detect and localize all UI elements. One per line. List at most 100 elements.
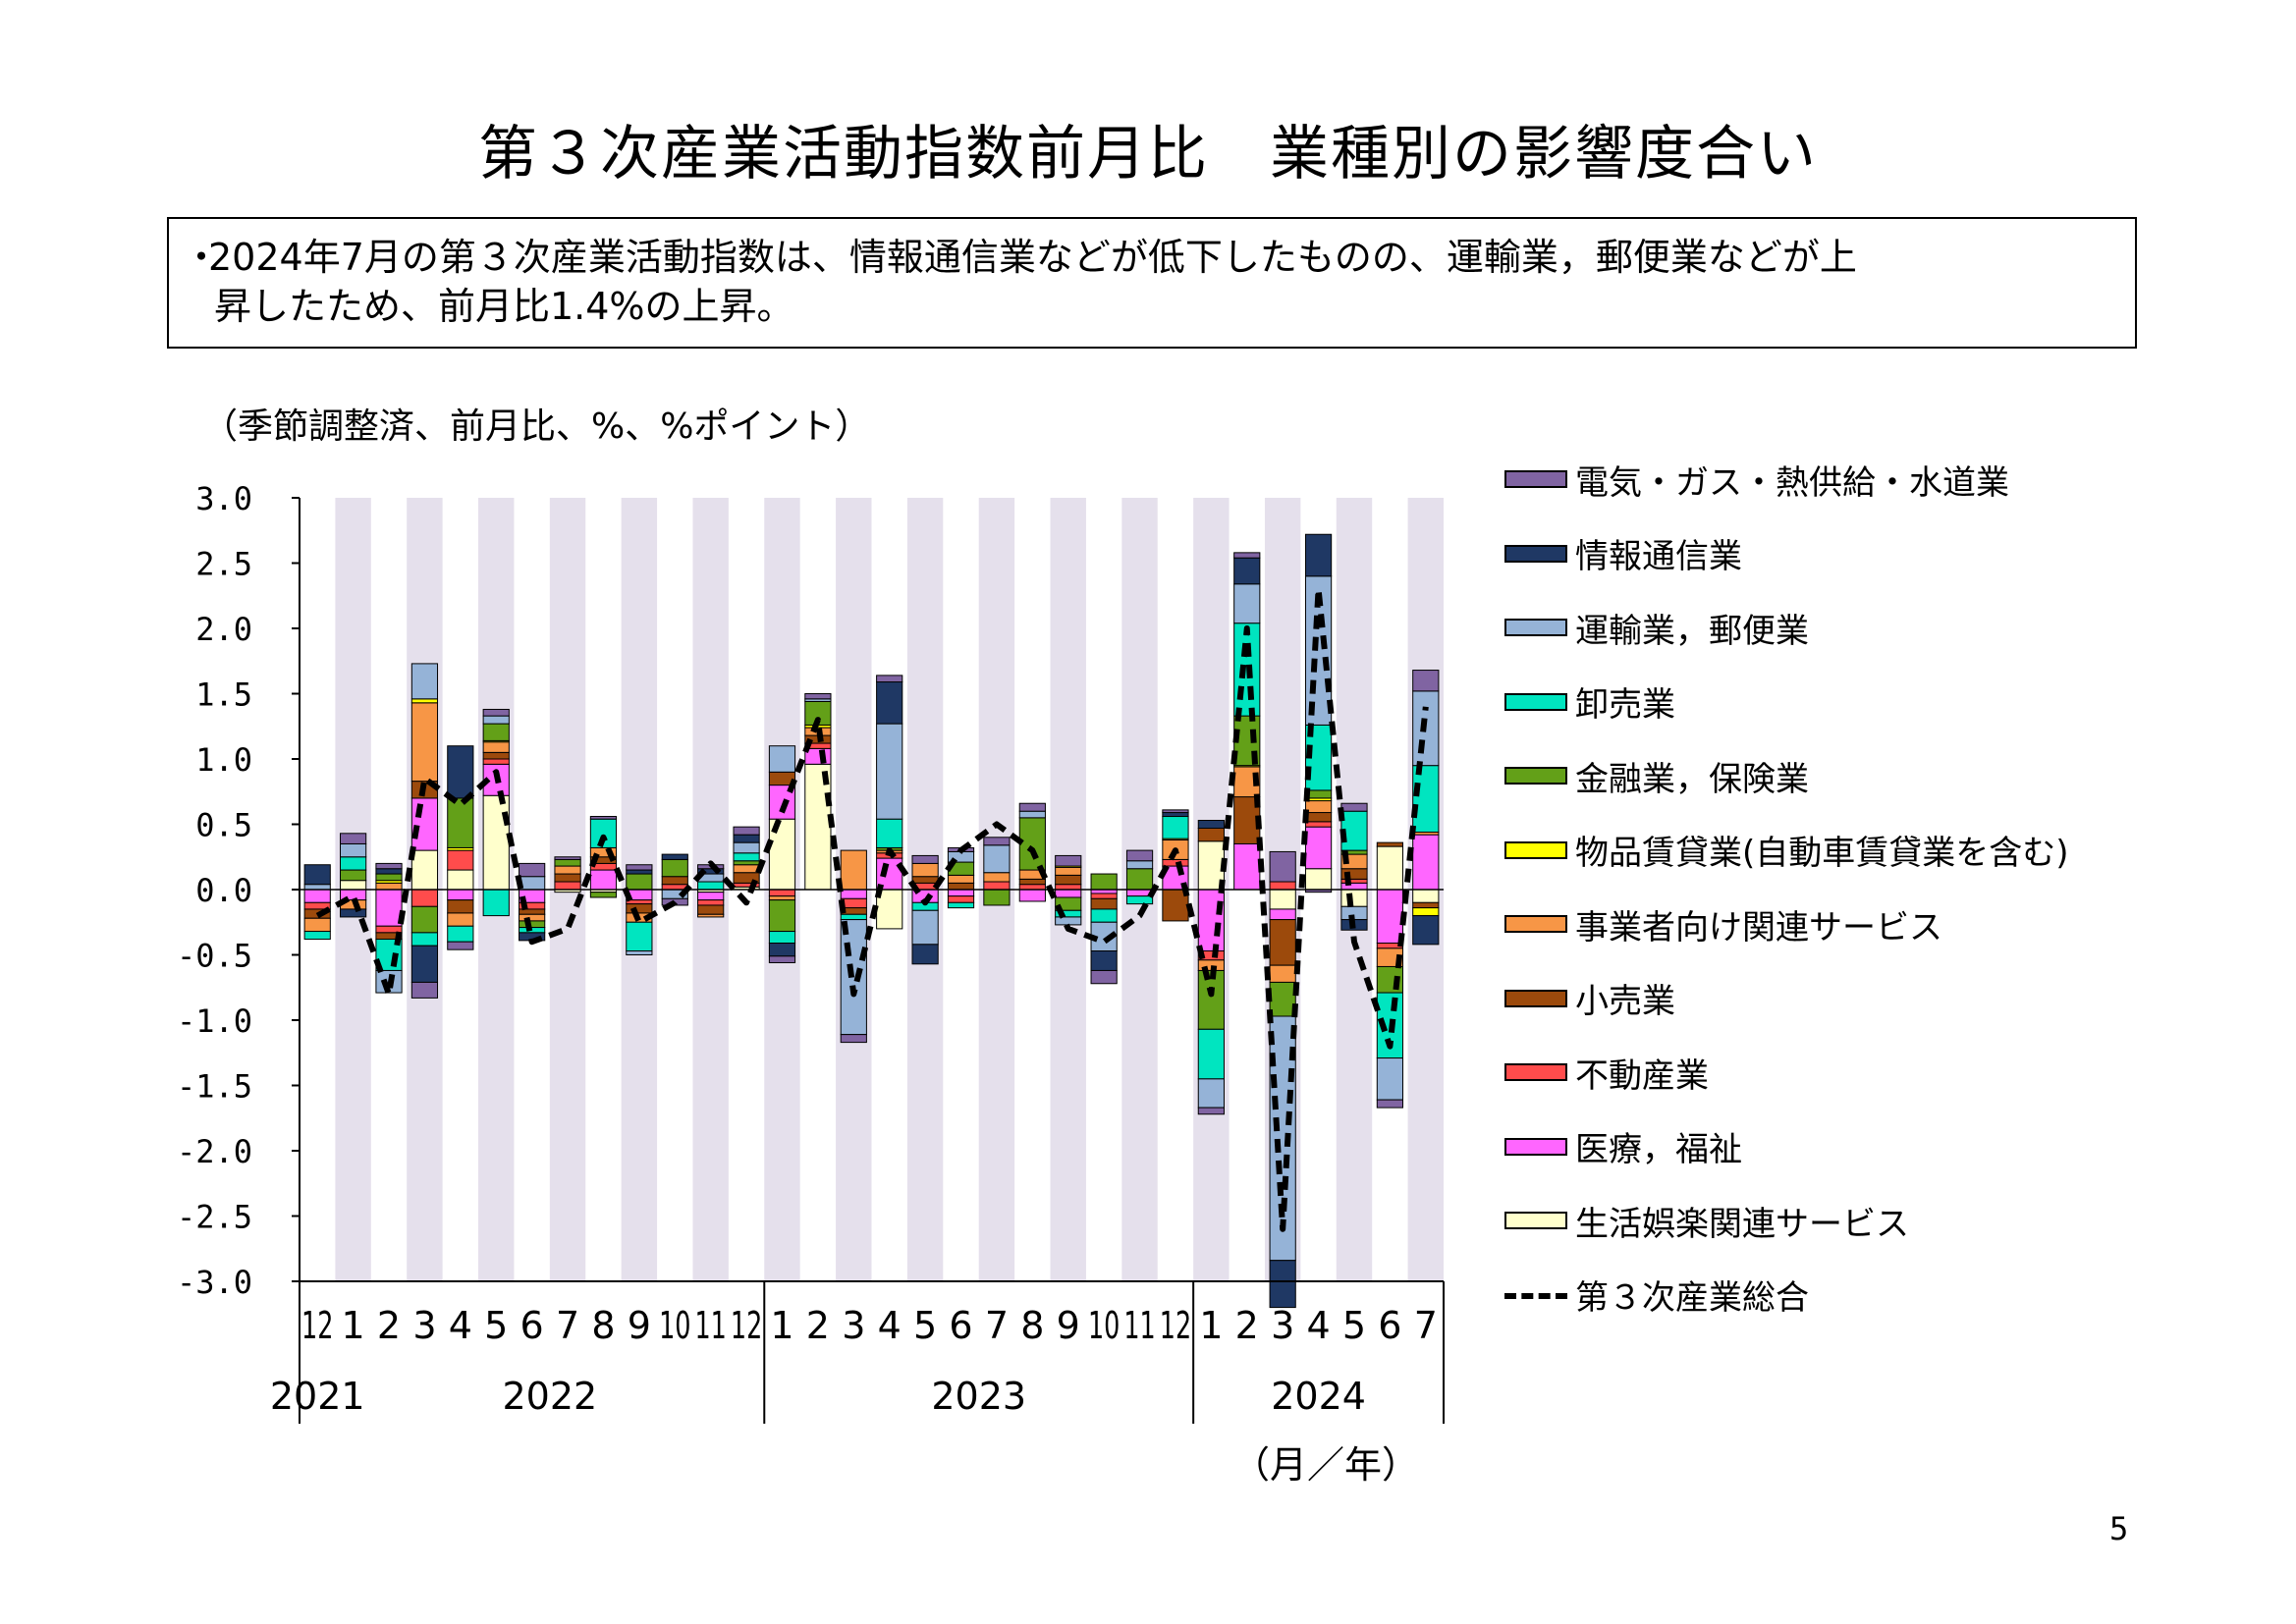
bar-segment <box>1197 889 1225 952</box>
bar-segment <box>1233 552 1261 559</box>
bar-segment <box>840 849 867 891</box>
y-tick-label: -1.5 <box>177 1068 252 1106</box>
bar-segment <box>911 909 939 946</box>
bar-segment <box>303 917 331 933</box>
bar-segment <box>983 837 1011 846</box>
bar-segment <box>410 663 439 700</box>
bar-segment <box>1233 842 1261 891</box>
y-tick-label: -2.5 <box>177 1199 252 1236</box>
legend-item: 卸売業 <box>1504 682 1675 725</box>
legend-item: 不動産業 <box>1504 1053 1709 1096</box>
x-tick-label: 4 <box>878 1304 902 1347</box>
bar-segment <box>1090 908 1118 923</box>
legend-label: 不動産業 <box>1575 1056 1709 1096</box>
y-tick-label: 0.0 <box>195 872 252 909</box>
bar-segment <box>697 904 725 915</box>
bar-segment <box>876 723 903 820</box>
bar-segment <box>410 981 439 999</box>
bar-segment <box>1304 812 1333 823</box>
legend-swatch <box>1504 767 1567 785</box>
x-tick-label: 1 <box>770 1304 793 1347</box>
bar-segment <box>1233 583 1261 624</box>
legend-item: 金融業，保険業 <box>1504 756 1809 799</box>
bar-segment <box>1269 1260 1296 1309</box>
x-tick-label: 12 <box>731 1304 762 1347</box>
bar-segment <box>768 889 796 897</box>
legend-swatch <box>1504 692 1567 711</box>
bar-segment <box>1090 897 1118 910</box>
bar-segment <box>1125 895 1154 905</box>
bar-segment <box>482 708 510 717</box>
bar-segment <box>340 856 367 871</box>
legend-swatch <box>1504 470 1567 488</box>
x-tick-label: 6 <box>949 1304 972 1347</box>
bar-segment <box>519 920 546 929</box>
bar-segment <box>1304 533 1333 577</box>
bar-segment <box>410 849 439 891</box>
bar-segment <box>410 905 439 934</box>
bar-segment <box>482 758 510 765</box>
x-tick-label: 11 <box>694 1304 726 1347</box>
x-tick-label: 1 <box>342 1304 365 1347</box>
y-tick-label: 3.0 <box>195 480 252 517</box>
page-title: 第３次産業活動指数前月比 業種別の影響度合い <box>478 120 1818 189</box>
legend-label: 金融業，保険業 <box>1575 759 1809 799</box>
bar-segment <box>840 889 867 899</box>
bar-segment <box>482 715 510 725</box>
x-tick-label: 10 <box>1088 1304 1120 1347</box>
bar-segment <box>1090 950 1118 971</box>
bar-segment <box>840 913 867 921</box>
bar-segment <box>375 862 403 870</box>
bar-segment <box>1018 884 1046 891</box>
bar-segment <box>303 889 331 903</box>
bar-segment <box>697 913 725 918</box>
summary-line-1: 2024年7月の第３次産業活動指数は、情報通信業などが低下したものの、運輸業，郵… <box>208 236 1857 279</box>
x-unit-label: （月／年） <box>1232 1443 1419 1487</box>
bar-segment <box>1340 802 1368 812</box>
bar-segment <box>840 1034 867 1044</box>
bar-segment <box>375 882 403 891</box>
bar-segment <box>447 925 474 943</box>
legend-swatch <box>1504 1212 1567 1229</box>
bar-segment <box>1412 915 1440 946</box>
bar-segment <box>1197 820 1225 829</box>
bar-segment <box>447 869 474 891</box>
legend-label: 医療，福祉 <box>1575 1130 1742 1169</box>
bar-segment <box>1412 889 1440 903</box>
bar-segment <box>1018 817 1046 871</box>
bar-segment <box>519 913 546 922</box>
bar-segment <box>519 862 546 878</box>
x-tick-label: 4 <box>449 1304 472 1347</box>
bar-segment <box>375 868 403 875</box>
legend-item: 第３次産業総合 <box>1504 1275 1809 1318</box>
legend-item: 事業者向け関連サービス <box>1504 904 1942 947</box>
bar-segment <box>447 797 474 848</box>
bar-segment <box>1197 1078 1225 1109</box>
bar-segment <box>626 873 653 891</box>
bar-segment <box>447 899 474 914</box>
y-tick-label: -3.0 <box>177 1264 252 1301</box>
bar-segment <box>911 944 939 965</box>
y-tick-label: -0.5 <box>177 938 252 975</box>
legend-item: 情報通信業 <box>1504 534 1742 576</box>
bar-segment <box>983 872 1011 883</box>
x-tick-label: 2 <box>377 1304 401 1347</box>
bar-segment <box>1197 827 1225 842</box>
x-tick-label: 9 <box>628 1304 651 1347</box>
x-tick-label: 6 <box>520 1304 544 1347</box>
legend-label: 生活娯楽関連サービス <box>1575 1204 1909 1244</box>
bar-segment <box>1412 901 1440 909</box>
bar-segment <box>375 889 403 927</box>
bar-segment <box>1269 919 1296 966</box>
bar-segment <box>697 892 725 901</box>
bar-segment <box>1304 800 1333 814</box>
bar-segment <box>983 844 1011 874</box>
legend-label: 小売業 <box>1575 982 1675 1021</box>
x-tick-label: 7 <box>556 1304 579 1347</box>
bar-segment <box>340 908 367 918</box>
bar-segment <box>1055 916 1082 926</box>
bar-segment <box>1055 889 1082 898</box>
bar-segment <box>1269 850 1296 883</box>
bar-segment <box>447 889 474 901</box>
